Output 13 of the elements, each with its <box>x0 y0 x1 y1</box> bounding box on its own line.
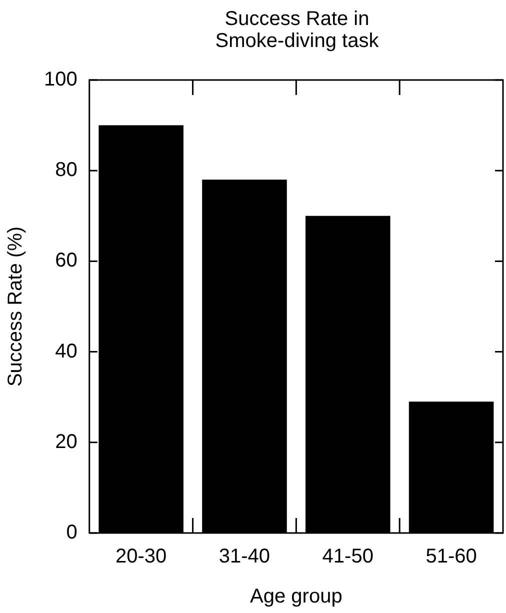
y-tick-label: 60 <box>55 250 78 272</box>
y-tick-label: 80 <box>55 159 78 182</box>
chart-title: Success Rate in Smoke-diving task <box>214 8 380 52</box>
y-axis-title: Success Rate (%) <box>4 226 27 387</box>
x-tick-label: 51-60 <box>426 546 477 568</box>
x-axis-title: Age group <box>250 586 342 608</box>
x-tick-label: 41-50 <box>322 546 374 568</box>
y-tick-label: 0 <box>66 522 78 544</box>
x-tick-label: 31-40 <box>218 546 270 568</box>
x-tick-label: 20-30 <box>115 546 167 568</box>
y-tick-label: 40 <box>55 340 78 362</box>
y-tick-label: 20 <box>55 430 78 453</box>
y-tick-label: 100 <box>44 68 78 91</box>
